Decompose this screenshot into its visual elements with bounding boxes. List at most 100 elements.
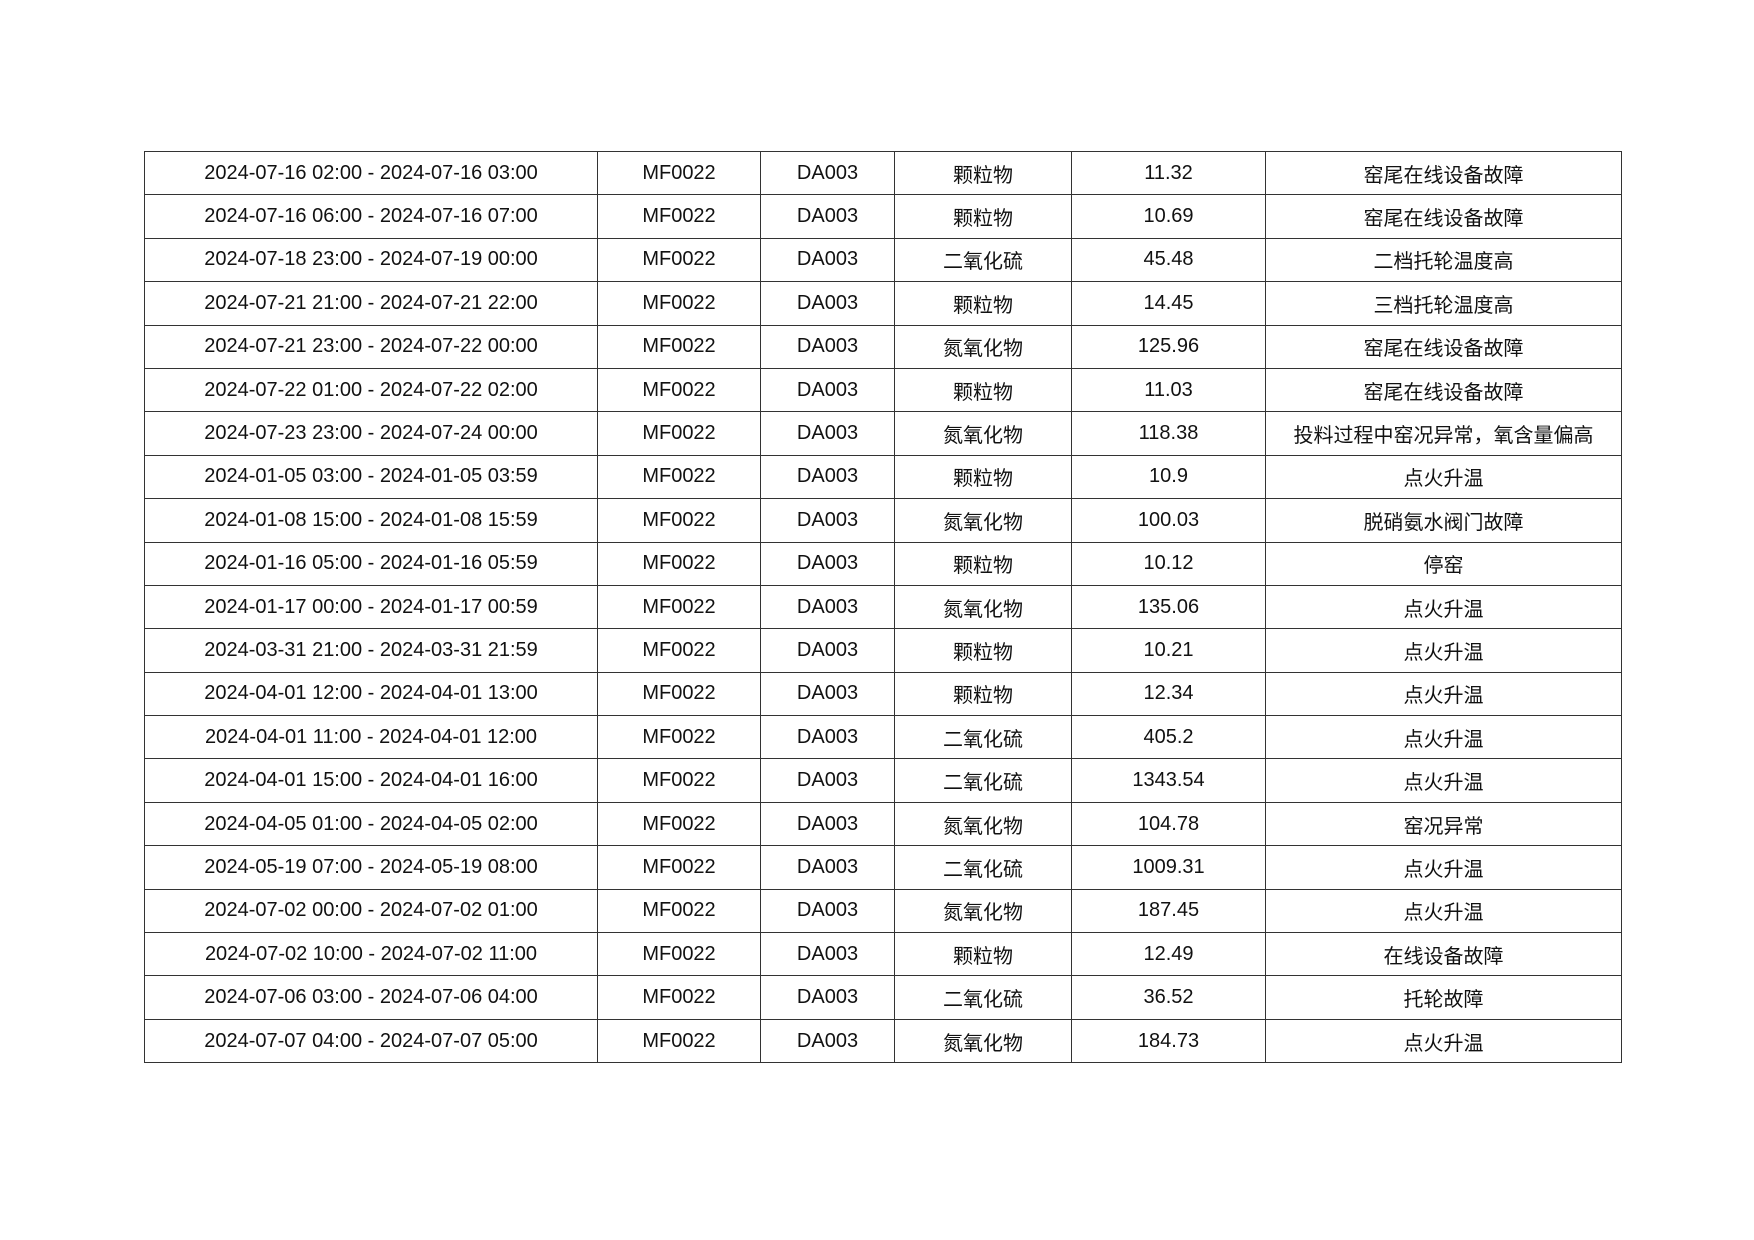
table-row: 2024-03-31 21:00 - 2024-03-31 21:59 MF002… [144,628,1622,673]
site-code-cell: MF0022 [597,411,761,456]
value-cell: 10.69 [1071,194,1266,239]
time-range-cell: 2024-07-02 00:00 - 2024-07-02 01:00 [144,888,598,934]
reason-cell: 点火升温 [1265,671,1622,717]
pollutant-cell: 二氧化硫 [894,845,1072,890]
site-code-cell: MF0022 [597,1018,761,1064]
reason-cell: 点火升温 [1265,584,1622,630]
time-range-cell: 2024-01-16 05:00 - 2024-01-16 05:59 [144,541,598,586]
pollutant-cell: 氮氧化物 [894,1018,1072,1064]
value-cell: 1343.54 [1071,758,1266,803]
pollutant-cell: 氮氧化物 [894,324,1072,369]
outlet-code-cell: DA003 [760,671,895,717]
pollutant-cell: 二氧化硫 [894,237,1072,283]
pollutant-cell: 氮氧化物 [894,801,1072,847]
value-cell: 405.2 [1071,715,1266,760]
table-row: 2024-07-18 23:00 - 2024-07-19 00:00 MF002… [144,237,1622,283]
outlet-code-cell: DA003 [760,1018,895,1064]
time-range-cell: 2024-04-05 01:00 - 2024-04-05 02:00 [144,801,598,847]
table-row: 2024-07-16 06:00 - 2024-07-16 07:00 MF002… [144,194,1622,239]
value-cell: 118.38 [1071,411,1266,456]
reason-cell: 点火升温 [1265,628,1622,673]
time-range-cell: 2024-07-23 23:00 - 2024-07-24 00:00 [144,411,598,456]
value-cell: 10.9 [1071,454,1266,500]
value-cell: 10.21 [1071,628,1266,673]
pollutant-cell: 氮氧化物 [894,498,1072,543]
time-range-cell: 2024-07-06 03:00 - 2024-07-06 04:00 [144,975,598,1020]
time-range-cell: 2024-07-22 01:00 - 2024-07-22 02:00 [144,367,598,413]
time-range-cell: 2024-07-21 21:00 - 2024-07-21 22:00 [144,281,598,326]
time-range-cell: 2024-03-31 21:00 - 2024-03-31 21:59 [144,628,598,673]
time-range-cell: 2024-07-07 04:00 - 2024-07-07 05:00 [144,1018,598,1064]
site-code-cell: MF0022 [597,628,761,673]
pollutant-cell: 颗粒物 [894,367,1072,413]
table-row: 2024-05-19 07:00 - 2024-05-19 08:00 MF002… [144,845,1622,890]
pollutant-cell: 颗粒物 [894,150,1072,196]
outlet-code-cell: DA003 [760,454,895,500]
reason-cell: 窑尾在线设备故障 [1265,324,1622,369]
reason-cell: 窑尾在线设备故障 [1265,367,1622,413]
site-code-cell: MF0022 [597,932,761,977]
pollutant-cell: 颗粒物 [894,281,1072,326]
outlet-code-cell: DA003 [760,324,895,369]
pollutant-cell: 二氧化硫 [894,758,1072,803]
time-range-cell: 2024-04-01 12:00 - 2024-04-01 13:00 [144,671,598,717]
table-row: 2024-01-08 15:00 - 2024-01-08 15:59 MF002… [144,498,1622,543]
reason-cell: 停窑 [1265,541,1622,586]
outlet-code-cell: DA003 [760,715,895,760]
outlet-code-cell: DA003 [760,628,895,673]
value-cell: 36.52 [1071,975,1266,1020]
pollutant-cell: 颗粒物 [894,932,1072,977]
outlet-code-cell: DA003 [760,758,895,803]
reason-cell: 三档托轮温度高 [1265,281,1622,326]
site-code-cell: MF0022 [597,150,761,196]
site-code-cell: MF0022 [597,584,761,630]
table-row: 2024-07-06 03:00 - 2024-07-06 04:00 MF002… [144,975,1622,1020]
reason-cell: 窑尾在线设备故障 [1265,194,1622,239]
outlet-code-cell: DA003 [760,584,895,630]
value-cell: 135.06 [1071,584,1266,630]
reason-cell: 窑况异常 [1265,801,1622,847]
outlet-code-cell: DA003 [760,932,895,977]
time-range-cell: 2024-01-08 15:00 - 2024-01-08 15:59 [144,498,598,543]
pollutant-cell: 颗粒物 [894,194,1072,239]
value-cell: 14.45 [1071,281,1266,326]
value-cell: 12.49 [1071,932,1266,977]
reason-cell: 在线设备故障 [1265,932,1622,977]
site-code-cell: MF0022 [597,281,761,326]
table-row: 2024-04-05 01:00 - 2024-04-05 02:00 MF002… [144,801,1622,847]
reason-cell: 点火升温 [1265,888,1622,934]
value-cell: 11.03 [1071,367,1266,413]
time-range-cell: 2024-01-17 00:00 - 2024-01-17 00:59 [144,584,598,630]
site-code-cell: MF0022 [597,324,761,369]
table-row: 2024-01-17 00:00 - 2024-01-17 00:59 MF002… [144,584,1622,630]
value-cell: 100.03 [1071,498,1266,543]
time-range-cell: 2024-04-01 11:00 - 2024-04-01 12:00 [144,715,598,760]
outlet-code-cell: DA003 [760,845,895,890]
site-code-cell: MF0022 [597,888,761,934]
value-cell: 11.32 [1071,150,1266,196]
table-row: 2024-07-07 04:00 - 2024-07-07 05:00 MF002… [144,1018,1622,1064]
outlet-code-cell: DA003 [760,975,895,1020]
pollutant-cell: 颗粒物 [894,628,1072,673]
reason-cell: 二档托轮温度高 [1265,237,1622,283]
time-range-cell: 2024-07-16 02:00 - 2024-07-16 03:00 [144,150,598,196]
table-row: 2024-04-01 12:00 - 2024-04-01 13:00 MF002… [144,671,1622,717]
site-code-cell: MF0022 [597,541,761,586]
site-code-cell: MF0022 [597,367,761,413]
site-code-cell: MF0022 [597,801,761,847]
table-row: 2024-04-01 11:00 - 2024-04-01 12:00 MF002… [144,715,1622,760]
outlet-code-cell: DA003 [760,411,895,456]
value-cell: 12.34 [1071,671,1266,717]
value-cell: 45.48 [1071,237,1266,283]
site-code-cell: MF0022 [597,845,761,890]
table-row: 2024-07-22 01:00 - 2024-07-22 02:00 MF002… [144,367,1622,413]
outlet-code-cell: DA003 [760,194,895,239]
value-cell: 1009.31 [1071,845,1266,890]
table-row: 2024-07-21 23:00 - 2024-07-22 00:00 MF002… [144,324,1622,369]
site-code-cell: MF0022 [597,237,761,283]
site-code-cell: MF0022 [597,671,761,717]
outlet-code-cell: DA003 [760,541,895,586]
pollutant-cell: 氮氧化物 [894,411,1072,456]
outlet-code-cell: DA003 [760,888,895,934]
table-row: 2024-07-02 00:00 - 2024-07-02 01:00 MF002… [144,888,1622,934]
